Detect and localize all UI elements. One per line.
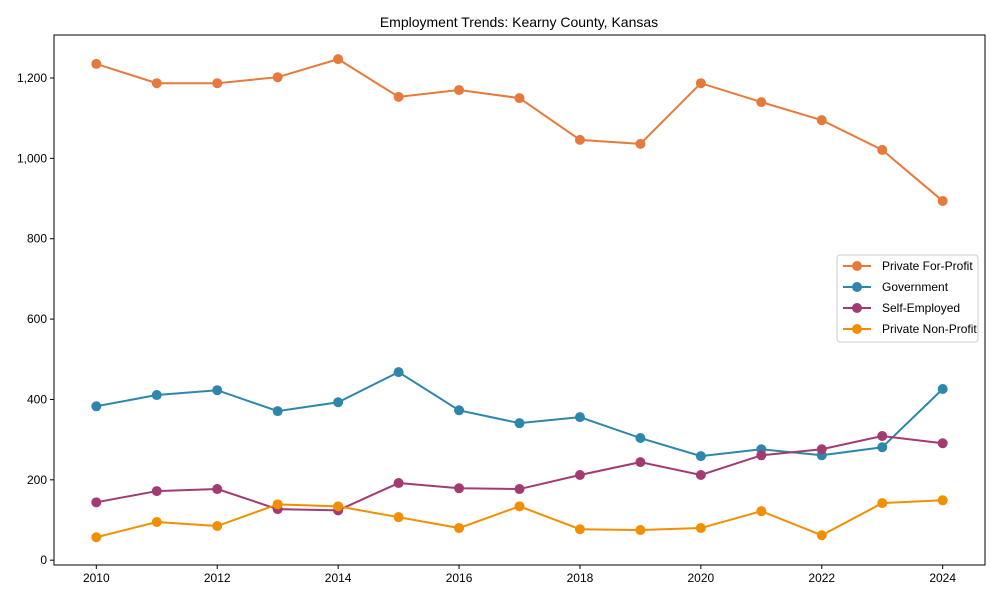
data-point: [574, 134, 585, 145]
data-point: [937, 495, 948, 506]
legend-label: Private For-Profit: [882, 259, 973, 273]
data-point: [756, 450, 767, 461]
data-point: [91, 401, 102, 412]
legend-marker: [852, 282, 862, 292]
data-point: [514, 484, 525, 495]
data-point: [514, 93, 525, 104]
data-point: [212, 385, 223, 396]
y-tick-label: 200: [27, 473, 47, 487]
data-point: [272, 406, 283, 417]
legend-label: Self-Employed: [882, 301, 960, 315]
data-point: [333, 501, 344, 512]
data-point: [212, 484, 223, 495]
data-point: [816, 530, 827, 541]
data-point: [574, 412, 585, 423]
x-tick-label: 2022: [808, 571, 835, 585]
data-point: [877, 498, 888, 509]
y-tick-label: 400: [27, 392, 47, 406]
data-point: [393, 512, 404, 523]
series-line: [96, 58, 944, 202]
data-point: [454, 405, 465, 416]
data-point: [91, 497, 102, 508]
data-point: [272, 72, 283, 83]
data-point: [393, 478, 404, 489]
data-point: [695, 78, 706, 89]
data-point: [272, 499, 283, 510]
x-tick-label: 2018: [567, 571, 594, 585]
data-point: [212, 521, 223, 532]
data-point: [877, 442, 888, 453]
data-point: [454, 523, 465, 534]
data-point: [454, 483, 465, 494]
data-point: [695, 451, 706, 462]
x-tick-label: 2024: [929, 571, 956, 585]
data-point: [91, 532, 102, 543]
series-private-for-profit: [91, 54, 948, 206]
data-point: [151, 390, 162, 401]
data-point: [695, 523, 706, 534]
legend-marker: [852, 324, 862, 334]
data-point: [937, 384, 948, 395]
data-point: [91, 58, 102, 69]
y-tick-label: 1,000: [17, 151, 47, 165]
legend-frame: [836, 254, 979, 343]
legend-label: Government: [882, 280, 949, 294]
series-line: [96, 435, 943, 512]
data-point: [937, 438, 948, 449]
y-tick-label: 1,200: [17, 71, 47, 85]
legend-label: Private Non-Profit: [882, 322, 977, 336]
data-point: [393, 367, 404, 378]
legend-marker: [852, 303, 862, 313]
y-tick-label: 0: [40, 553, 47, 567]
x-tick-label: 2010: [83, 571, 110, 585]
data-point: [816, 444, 827, 455]
data-point: [212, 78, 223, 89]
legend-marker: [852, 261, 862, 271]
data-point: [877, 144, 888, 155]
data-point: [695, 469, 706, 480]
data-point: [635, 457, 646, 468]
legend: Private For-Profit Government Self-Employe…: [836, 254, 979, 343]
data-point: [816, 115, 827, 126]
x-tick-label: 2014: [325, 571, 352, 585]
chart-title: Employment Trends: Kearny County, Kansas: [380, 14, 658, 30]
series-line: [96, 370, 944, 458]
data-point: [635, 138, 646, 149]
data-point: [635, 525, 646, 536]
data-point: [393, 91, 404, 102]
y-tick-label: 600: [27, 312, 47, 326]
data-point: [333, 54, 344, 65]
x-tick-label: 2020: [688, 571, 715, 585]
data-point: [454, 85, 465, 96]
data-point: [877, 431, 888, 442]
data-point: [635, 433, 646, 444]
plot-frame: [53, 34, 986, 566]
data-point: [151, 517, 162, 528]
x-tick-label: 2016: [446, 571, 473, 585]
y-tick-label: 800: [27, 232, 47, 246]
data-point: [514, 501, 525, 512]
data-point: [514, 418, 525, 429]
data-point: [756, 97, 767, 108]
data-point: [574, 469, 585, 480]
data-point: [937, 195, 948, 206]
x-tick-label: 2012: [204, 571, 231, 585]
data-point: [151, 486, 162, 497]
data-point: [333, 397, 344, 408]
data-point: [756, 506, 767, 517]
series-private-non-profit: [91, 495, 948, 543]
data-point: [151, 78, 162, 89]
data-point: [574, 524, 585, 535]
